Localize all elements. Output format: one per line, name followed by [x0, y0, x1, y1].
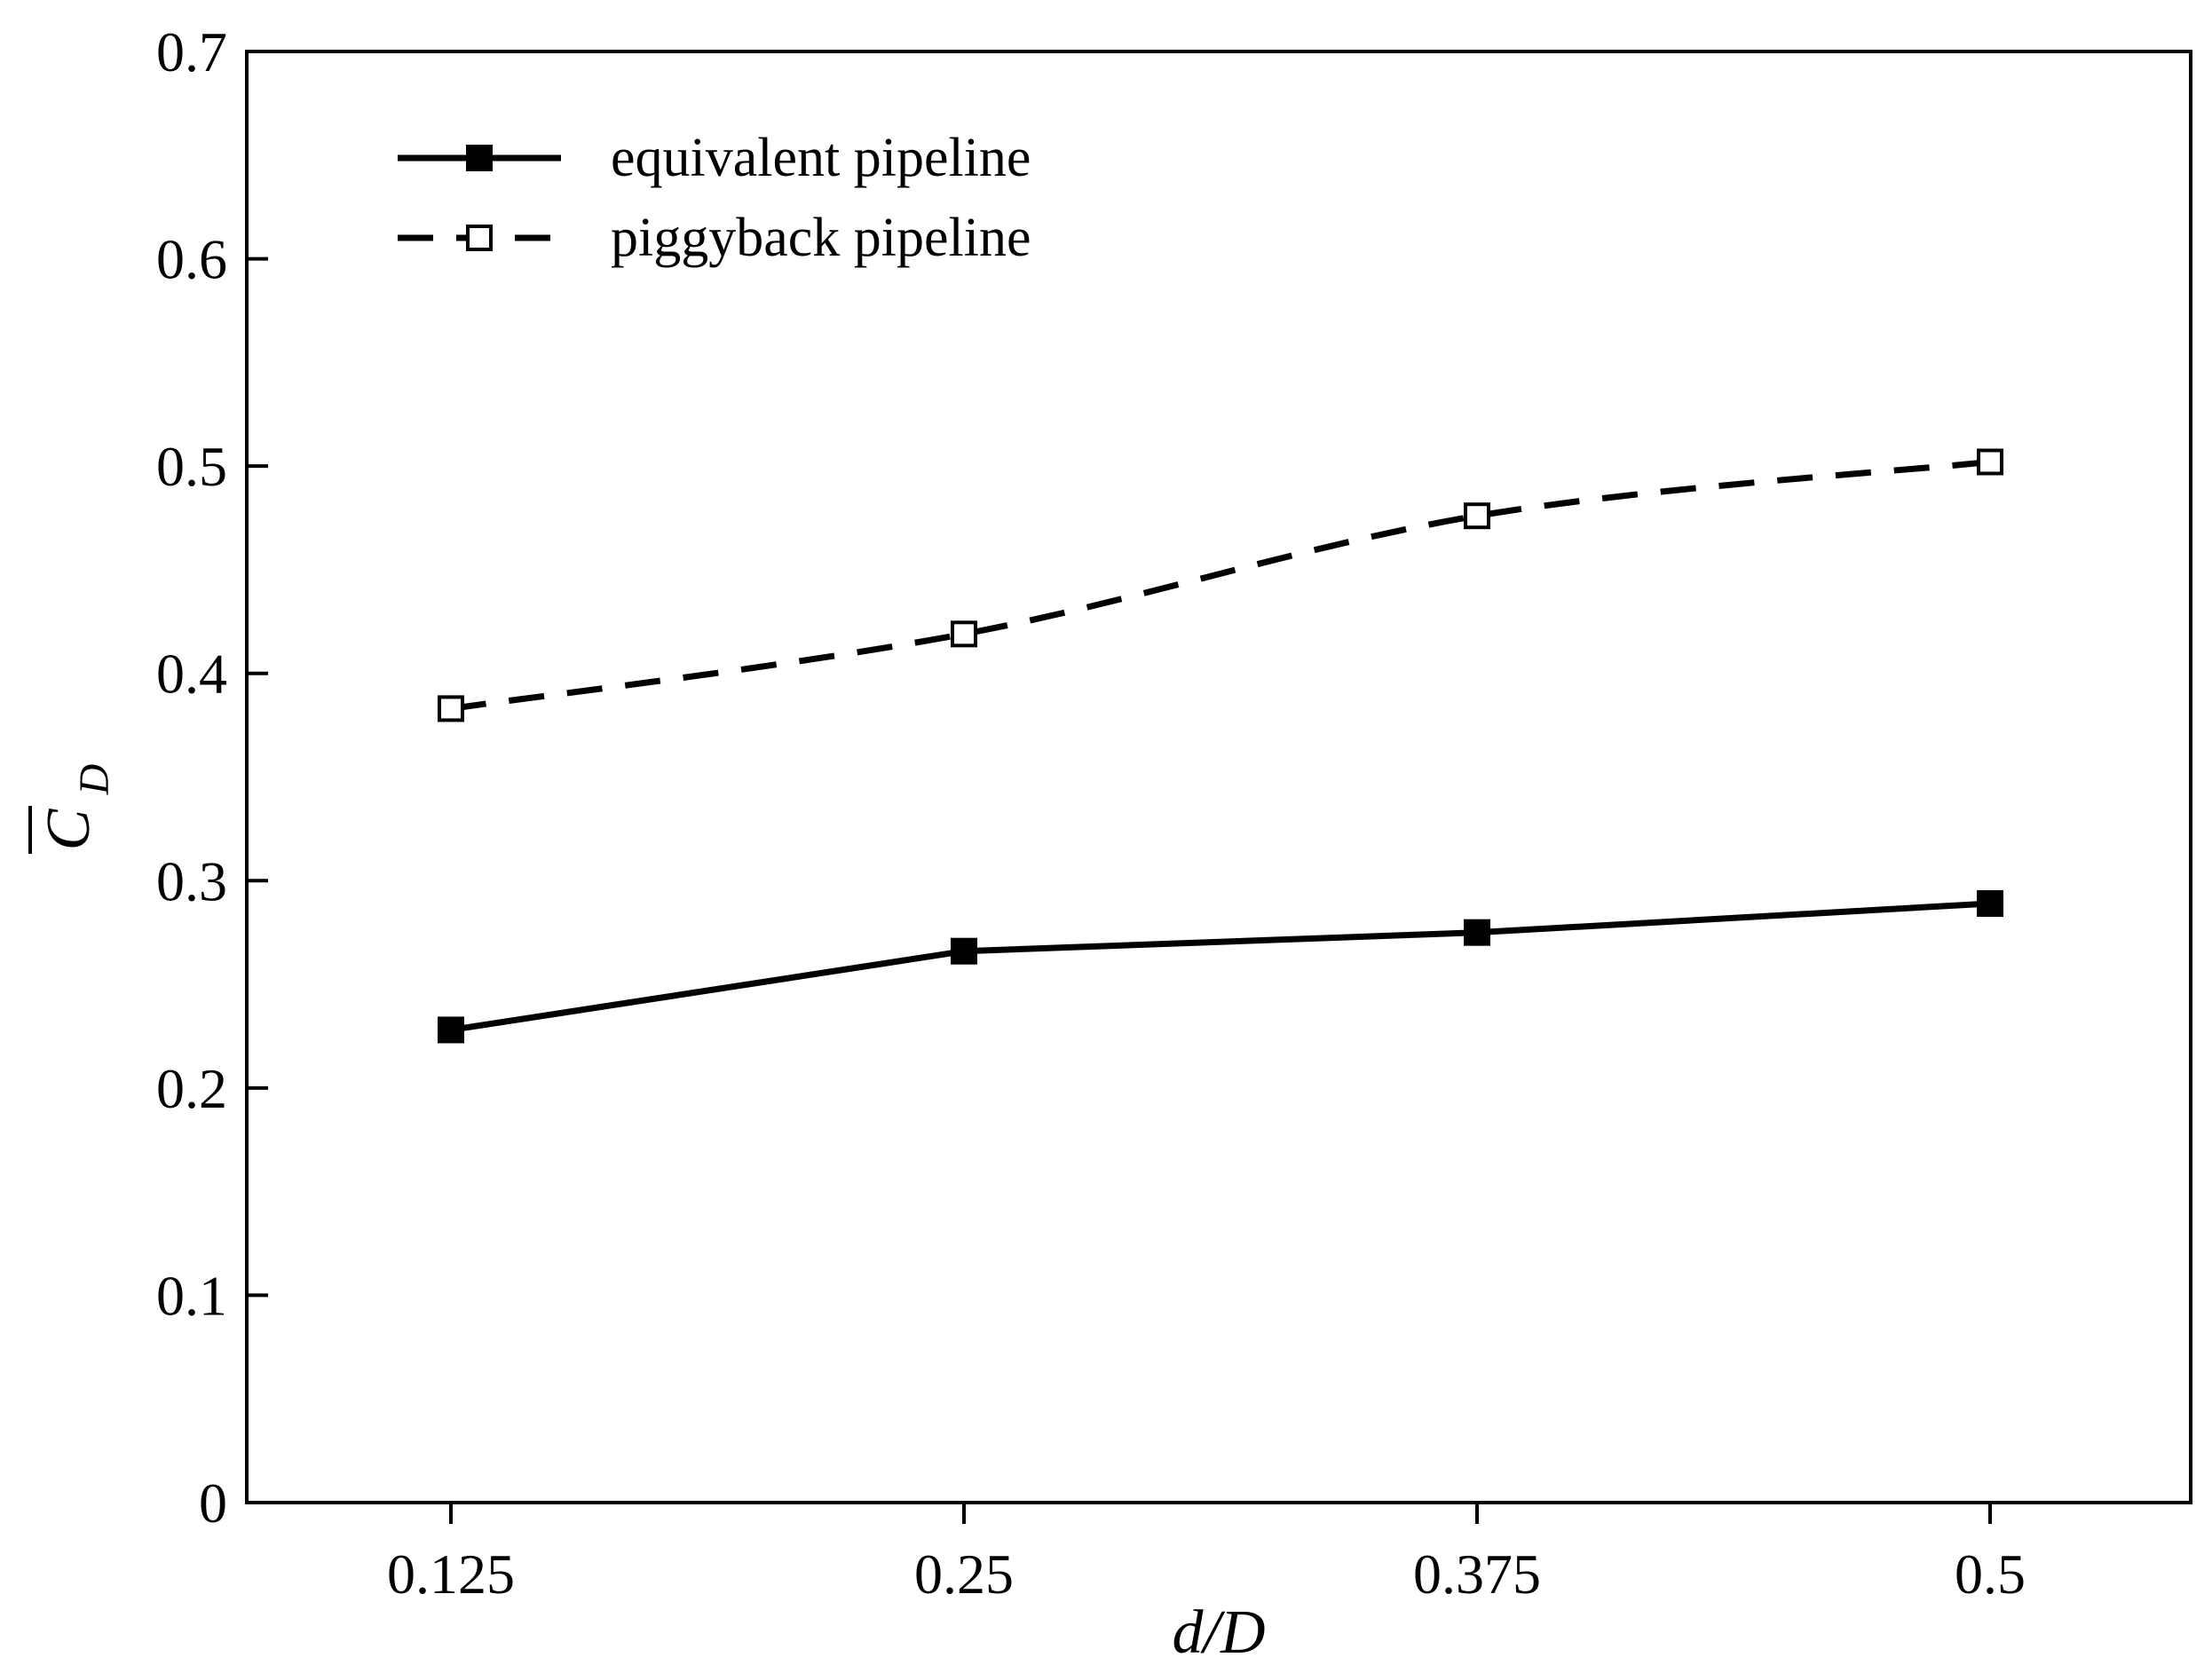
legend: equivalent pipeline piggyback pipeline	[398, 128, 1031, 268]
x-axis-title: d/D	[1173, 1598, 1266, 1667]
data-point-marker	[951, 620, 977, 648]
data-point-marker	[438, 1016, 464, 1044]
legend-marker	[466, 145, 493, 171]
legend-item: equivalent pipeline	[398, 128, 1031, 188]
x-axis: 0.125 0.25 0.375 0.5	[387, 1503, 2026, 1606]
y-tick-label: 0.2	[156, 1057, 227, 1120]
y-axis-title-main: C	[35, 808, 103, 850]
x-tick-label: 0.375	[1413, 1543, 1541, 1606]
x-tick-label: 0.25	[914, 1543, 1014, 1606]
legend-label: piggyback pipeline	[611, 208, 1031, 268]
legend-label: equivalent pipeline	[611, 128, 1031, 188]
data-point-marker	[438, 695, 464, 722]
y-axis-title: C D	[28, 764, 118, 854]
y-tick-label: 0.5	[156, 435, 227, 498]
data-point-marker	[1464, 502, 1490, 530]
series-line	[450, 900, 1991, 1033]
y-tick-label: 0.6	[156, 228, 227, 291]
data-point-marker	[1977, 448, 2003, 476]
y-tick-label: 0	[199, 1472, 227, 1535]
y-tick-label: 0.1	[156, 1264, 227, 1327]
x-tick-label: 0.125	[387, 1543, 515, 1606]
y-tick-label: 0.3	[156, 849, 227, 912]
y-axis: 0 0.1 0.2 0.3 0.4 0.5 0.6 0.7	[156, 20, 268, 1535]
data-point-marker	[1977, 889, 2003, 917]
legend-marker	[466, 225, 493, 251]
series-layer	[438, 448, 2003, 1044]
series-2	[438, 448, 2003, 722]
data-point-marker	[1464, 919, 1490, 946]
legend-item: piggyback pipeline	[398, 208, 1031, 268]
plot-area-frame	[245, 50, 2192, 1504]
series-line	[450, 458, 1991, 712]
series-1	[438, 889, 2003, 1044]
y-tick-label: 0.7	[156, 20, 227, 83]
y-axis-title-subscript: D	[71, 764, 118, 796]
x-tick-label: 0.5	[1955, 1543, 2026, 1606]
y-tick-label: 0.4	[156, 643, 227, 706]
data-point-marker	[951, 937, 977, 965]
